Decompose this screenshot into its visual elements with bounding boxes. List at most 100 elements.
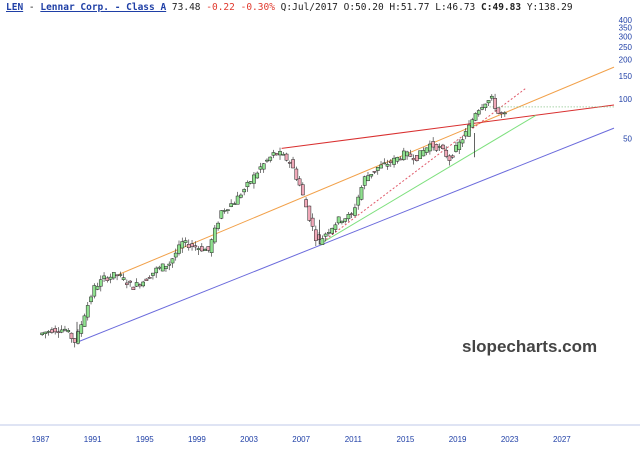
candle-body — [85, 305, 90, 318]
price-change-percent: -0.30% — [240, 2, 275, 13]
close-label: C: — [481, 2, 493, 13]
candle-body — [242, 189, 247, 193]
x-axis: 1987 1991 1995 1999 2003 2007 2011 2015 2019 2023… — [32, 435, 572, 444]
company-name[interactable]: Lennar Corp. - Class A — [40, 2, 167, 13]
candle-body — [300, 184, 305, 196]
x-tick-label: 1991 — [84, 435, 102, 444]
candle-body — [239, 194, 243, 198]
candle-body — [261, 163, 266, 170]
low-value: 46.73 — [446, 2, 476, 13]
candle-body — [382, 162, 387, 165]
y-tick-label: 300 — [619, 32, 633, 41]
candle-body — [199, 246, 204, 252]
candle-body — [421, 150, 426, 157]
candle-body — [392, 157, 396, 165]
candle-body — [473, 113, 478, 121]
header-separator: - — [23, 2, 41, 13]
candle-body — [431, 141, 436, 148]
x-tick-label: 2019 — [449, 435, 467, 444]
candle-body — [43, 331, 48, 334]
y-tick-label: 50 — [623, 134, 632, 143]
candle-body — [151, 272, 155, 276]
y-tick-label: 350 — [619, 24, 633, 33]
candle-body — [170, 258, 175, 264]
candle-body — [502, 112, 507, 115]
candle-body — [467, 124, 471, 137]
candle-body — [447, 155, 452, 161]
x-tick-label: 2003 — [240, 435, 258, 444]
candle-body — [450, 155, 455, 158]
candle-body — [486, 100, 491, 104]
candle-body — [369, 174, 374, 177]
candle-body — [186, 243, 191, 248]
candle-body — [46, 331, 51, 333]
candle-body — [327, 232, 331, 234]
candle-body — [268, 156, 273, 161]
candle-body — [346, 214, 351, 220]
candle-body — [128, 280, 132, 283]
candle-body — [98, 279, 103, 287]
candle-body — [366, 175, 370, 182]
candle-body — [216, 222, 220, 229]
trendline-red-upper — [281, 104, 615, 149]
low-label: L: — [435, 2, 447, 13]
candle-body — [255, 172, 260, 179]
candle-body — [284, 153, 289, 161]
candle-body — [323, 233, 328, 237]
candle-body — [411, 157, 416, 161]
candle-body — [111, 272, 116, 279]
candle-body — [278, 151, 282, 156]
close-value: 49.83 — [492, 2, 522, 13]
candle-body — [53, 328, 58, 333]
x-tick-label: 2023 — [501, 435, 519, 444]
candles — [40, 93, 507, 348]
candle-body — [167, 263, 172, 266]
candle-body — [173, 252, 178, 258]
candle-body — [141, 281, 146, 287]
candle-body — [320, 238, 325, 245]
candle-body — [444, 149, 449, 157]
last-price: 73.48 — [171, 2, 201, 13]
candle-body — [470, 119, 475, 128]
candle-body — [40, 332, 44, 335]
candle-body — [72, 338, 77, 343]
candle-body — [177, 244, 181, 254]
candle-body — [271, 152, 276, 156]
candle-body — [226, 209, 230, 211]
candle-body — [340, 220, 344, 223]
candle-body — [460, 139, 465, 144]
candle-body — [359, 187, 364, 200]
y-tick-label: 250 — [619, 43, 633, 52]
candle-body — [408, 153, 413, 157]
candle-body — [307, 205, 312, 221]
candle-body — [89, 296, 93, 303]
x-tick-label: 1999 — [188, 435, 206, 444]
candle-body — [418, 150, 422, 159]
trendline-blue — [76, 127, 615, 343]
high-label: H: — [389, 2, 401, 13]
candle-body — [157, 266, 162, 269]
candle-body — [102, 275, 106, 279]
x-tick-label: 2011 — [345, 435, 363, 444]
candle-body — [454, 145, 458, 152]
candle-body — [115, 274, 119, 277]
candle-body — [291, 159, 295, 169]
candle-body — [164, 265, 168, 269]
candle-body — [304, 199, 308, 208]
candle-body — [95, 286, 100, 290]
candle-body — [463, 131, 468, 137]
candle-body — [297, 178, 302, 186]
open-value: 50.20 — [355, 2, 384, 13]
ticker-symbol[interactable]: LEN — [6, 2, 24, 13]
candle-body — [385, 164, 390, 167]
y-label: Y: — [526, 2, 539, 13]
candle-body — [343, 218, 348, 222]
candle-body — [274, 153, 279, 156]
candle-body — [428, 143, 432, 152]
candle-body — [245, 182, 250, 188]
candle-body — [235, 195, 240, 205]
quarter-value: Jul/2017 — [292, 2, 338, 13]
candle-body — [353, 207, 357, 216]
